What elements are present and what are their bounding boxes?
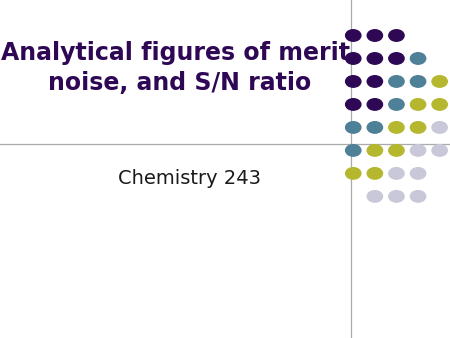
Circle shape xyxy=(389,53,404,64)
Circle shape xyxy=(367,53,382,64)
Circle shape xyxy=(432,99,447,110)
Circle shape xyxy=(389,99,404,110)
Circle shape xyxy=(367,30,382,41)
Circle shape xyxy=(346,168,361,179)
Circle shape xyxy=(389,191,404,202)
Circle shape xyxy=(410,99,426,110)
Circle shape xyxy=(410,76,426,87)
Circle shape xyxy=(389,168,404,179)
Circle shape xyxy=(346,76,361,87)
Circle shape xyxy=(389,145,404,156)
Circle shape xyxy=(389,76,404,87)
Circle shape xyxy=(367,122,382,133)
Text: Chemistry 243: Chemistry 243 xyxy=(117,169,261,188)
Circle shape xyxy=(346,30,361,41)
Circle shape xyxy=(432,122,447,133)
Circle shape xyxy=(367,76,382,87)
Circle shape xyxy=(389,30,404,41)
Circle shape xyxy=(367,191,382,202)
Circle shape xyxy=(410,122,426,133)
Circle shape xyxy=(367,145,382,156)
Circle shape xyxy=(432,76,447,87)
Text: Analytical figures of merit,
noise, and S/N ratio: Analytical figures of merit, noise, and … xyxy=(1,41,359,95)
Circle shape xyxy=(346,53,361,64)
Circle shape xyxy=(432,145,447,156)
Circle shape xyxy=(367,168,382,179)
Circle shape xyxy=(410,145,426,156)
Circle shape xyxy=(346,122,361,133)
Circle shape xyxy=(410,191,426,202)
Circle shape xyxy=(410,53,426,64)
Circle shape xyxy=(410,168,426,179)
Circle shape xyxy=(367,99,382,110)
Circle shape xyxy=(389,122,404,133)
Circle shape xyxy=(346,145,361,156)
Circle shape xyxy=(346,99,361,110)
